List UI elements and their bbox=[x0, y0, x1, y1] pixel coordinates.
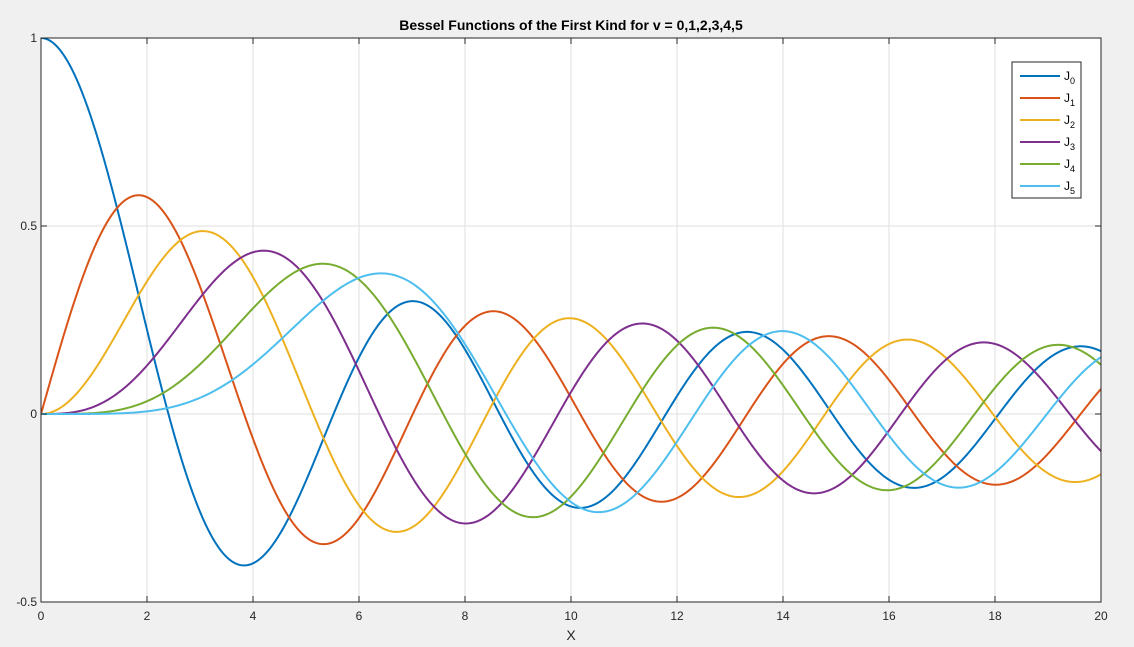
axis-ticks bbox=[40, 37, 1102, 603]
x-tick-labels: 0 2 4 6 8 10 12 14 16 18 20 bbox=[38, 609, 1108, 623]
legend-entry-subscript: 0 bbox=[1070, 76, 1075, 86]
x-tick-label: 0 bbox=[38, 609, 45, 623]
x-tick-label: 4 bbox=[250, 609, 257, 623]
chart-title: Bessel Functions of the First Kind for v… bbox=[399, 17, 743, 33]
y-tick-label: -0.5 bbox=[16, 595, 37, 609]
legend-entry-J1: J1 bbox=[1064, 91, 1075, 108]
legend-entry-subscript: 5 bbox=[1070, 186, 1075, 196]
legend-entry-name: J bbox=[1064, 135, 1070, 149]
x-tick-label: 6 bbox=[356, 609, 363, 623]
legend-entry-name: J bbox=[1064, 157, 1070, 171]
x-tick-label: 12 bbox=[670, 609, 684, 623]
legend-box bbox=[1011, 61, 1082, 199]
legend-entry-name: J bbox=[1064, 113, 1070, 127]
legend-entry-J2: J2 bbox=[1064, 113, 1075, 130]
x-axis-label: X bbox=[566, 627, 576, 643]
legend-entry-name: J bbox=[1064, 91, 1070, 105]
y-tick-label: 0 bbox=[30, 407, 37, 421]
series-line-J0 bbox=[41, 38, 1101, 567]
legend-entry-subscript: 1 bbox=[1070, 98, 1075, 108]
legend-entry-J0: J0 bbox=[1064, 69, 1075, 86]
x-tick-label: 20 bbox=[1094, 609, 1108, 623]
x-tick-label: 16 bbox=[882, 609, 896, 623]
legend-entry-name: J bbox=[1064, 69, 1070, 83]
legend-entry-J3: J3 bbox=[1064, 135, 1075, 152]
series-line-J1 bbox=[41, 194, 1101, 546]
x-tick-label: 8 bbox=[462, 609, 469, 623]
legend-entry-name: J bbox=[1064, 179, 1070, 193]
legend-entry-J4: J4 bbox=[1064, 157, 1075, 174]
series-line-J2 bbox=[41, 230, 1101, 533]
y-tick-label: 1 bbox=[30, 31, 37, 45]
x-tick-label: 14 bbox=[776, 609, 790, 623]
y-tick-label: 0.5 bbox=[20, 219, 37, 233]
series-line-J3 bbox=[41, 249, 1101, 525]
legend-entry-J5: J5 bbox=[1064, 179, 1075, 196]
legend-entry-subscript: 3 bbox=[1070, 142, 1075, 152]
legend-entry-subscript: 4 bbox=[1070, 164, 1075, 174]
x-tick-label: 18 bbox=[988, 609, 1002, 623]
curves bbox=[41, 38, 1101, 567]
y-tick-labels: -0.5 0 0.5 1 bbox=[16, 31, 37, 609]
legend-entry-subscript: 2 bbox=[1070, 120, 1075, 130]
x-tick-label: 10 bbox=[564, 609, 578, 623]
series-line-J5 bbox=[41, 272, 1101, 514]
x-tick-label: 2 bbox=[144, 609, 151, 623]
